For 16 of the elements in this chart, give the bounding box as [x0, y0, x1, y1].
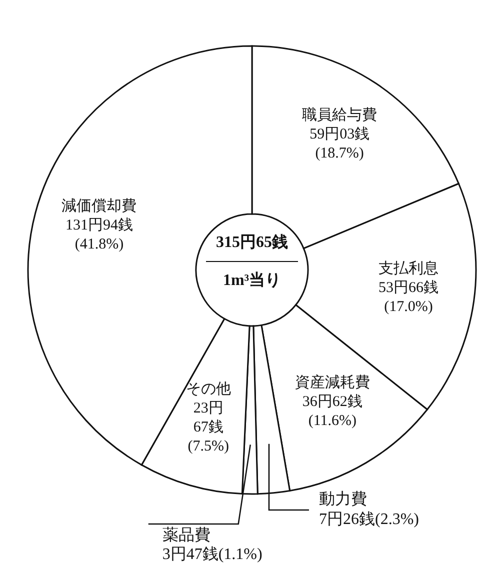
- slice-label: 職員給与費: [302, 106, 378, 124]
- data-label: 7円26銭(2.3%): [318, 511, 419, 528]
- data-label: 131円94銭 (41.8%): [65, 218, 133, 253]
- data-label: 3円47銭(1.1%): [162, 546, 262, 563]
- data-label: 59円03銭 (18.7%): [310, 126, 370, 162]
- slice-label: 薬品費: [162, 526, 210, 544]
- text: 1m³当り: [222, 270, 282, 291]
- data-label: 53円66銭 (17.0%): [378, 280, 438, 315]
- data-label: 23円 67銭 (7.5%): [188, 400, 230, 454]
- slice-label: その他: [186, 380, 231, 398]
- slice-label: 減価償却費: [62, 198, 137, 215]
- text: 315円65銭: [215, 232, 289, 253]
- data-label: 36円62銭 (11.6%): [302, 394, 362, 429]
- slice-label: 動力費: [318, 490, 367, 508]
- slice-label: 資産減耗費: [294, 374, 370, 391]
- slice-label: 支払利息: [378, 260, 438, 277]
